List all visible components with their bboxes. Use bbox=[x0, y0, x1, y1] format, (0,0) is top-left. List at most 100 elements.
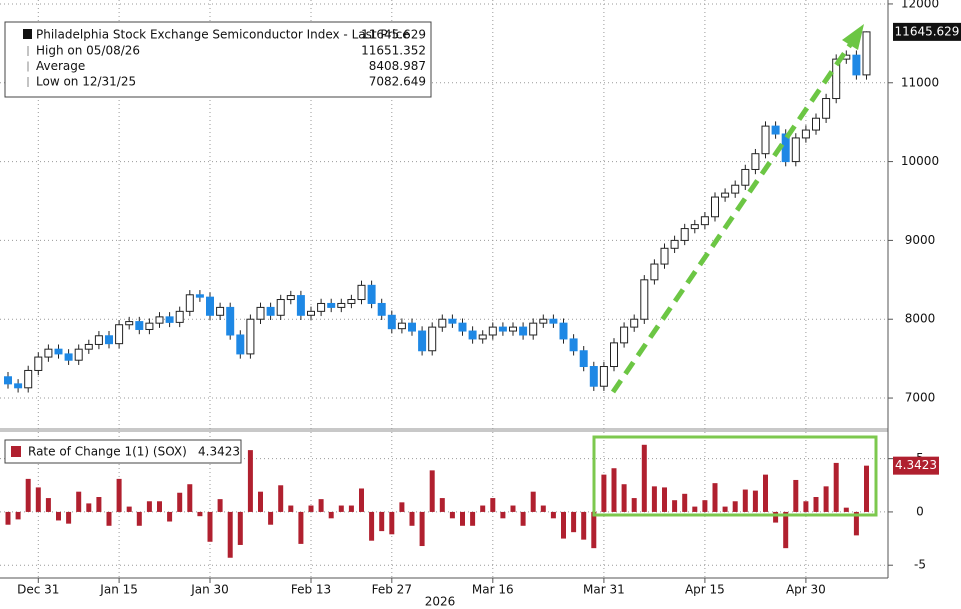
candle-body bbox=[589, 366, 598, 387]
candle-body bbox=[135, 321, 144, 330]
candle-body bbox=[408, 322, 416, 332]
bar bbox=[177, 492, 183, 512]
legend-box bbox=[4, 21, 432, 98]
bar bbox=[409, 511, 415, 526]
bar bbox=[480, 505, 486, 512]
legend-value: 8408.987 bbox=[369, 59, 426, 73]
candle-body bbox=[155, 316, 164, 324]
trend-arrow bbox=[610, 40, 855, 394]
bar bbox=[197, 511, 203, 517]
candle-body bbox=[387, 314, 396, 330]
candle-body bbox=[610, 342, 618, 368]
bar bbox=[308, 505, 314, 512]
candle-body bbox=[509, 326, 517, 332]
bar bbox=[682, 493, 688, 512]
candle-body bbox=[307, 310, 315, 316]
candle-body bbox=[660, 247, 669, 265]
candle-body bbox=[559, 322, 568, 340]
bar bbox=[379, 511, 385, 532]
candle-body bbox=[74, 348, 83, 361]
bar bbox=[247, 450, 253, 512]
candle-body bbox=[529, 322, 538, 336]
y-tick-label: 10000 bbox=[901, 154, 939, 168]
bar bbox=[35, 487, 41, 512]
x-axis-label: 2026 bbox=[425, 595, 456, 609]
panel-separator bbox=[0, 428, 888, 432]
candle-body bbox=[599, 366, 608, 387]
bar bbox=[773, 511, 779, 523]
candle-body bbox=[44, 348, 53, 358]
last-price-label: 11645.629 bbox=[895, 24, 960, 38]
legend-value: 7082.649 bbox=[369, 75, 426, 89]
x-tick-label: Jan 15 bbox=[99, 583, 138, 597]
bar bbox=[45, 498, 51, 512]
bar bbox=[752, 490, 758, 512]
candle-body bbox=[54, 348, 63, 355]
bar bbox=[621, 484, 627, 512]
candle-body bbox=[579, 350, 588, 368]
candle-body bbox=[327, 302, 336, 308]
last-price-box bbox=[893, 22, 961, 41]
x-tick-label: Mar 31 bbox=[583, 583, 625, 597]
bar bbox=[530, 491, 536, 512]
bar bbox=[318, 499, 324, 512]
bar bbox=[470, 511, 476, 526]
candle-body bbox=[721, 192, 730, 198]
bar bbox=[5, 511, 11, 525]
candle-body bbox=[337, 302, 346, 308]
candle-body bbox=[650, 263, 659, 281]
candle-body bbox=[84, 343, 93, 350]
bar bbox=[66, 511, 72, 524]
x-tick-label: Mar 16 bbox=[472, 583, 514, 597]
bar bbox=[581, 511, 587, 540]
x-tick-label: Jan 30 bbox=[190, 583, 229, 597]
candle-body bbox=[458, 322, 467, 332]
bar bbox=[86, 503, 92, 512]
candle-body bbox=[175, 310, 184, 323]
bar bbox=[601, 474, 607, 512]
bar bbox=[833, 462, 839, 512]
bar bbox=[136, 511, 142, 526]
candle-body bbox=[549, 318, 558, 324]
bar bbox=[520, 511, 526, 526]
y-tick-label: 12000 bbox=[901, 0, 939, 10]
bar bbox=[298, 511, 304, 544]
candle-body bbox=[125, 321, 134, 326]
bar bbox=[328, 511, 334, 519]
bar bbox=[490, 498, 496, 512]
bar bbox=[460, 511, 465, 526]
candle-body bbox=[317, 302, 326, 312]
candle-body bbox=[377, 302, 386, 316]
bar bbox=[207, 511, 213, 542]
candle-body bbox=[852, 54, 861, 76]
bar bbox=[692, 506, 698, 512]
candle-body bbox=[680, 228, 689, 241]
legend-value: 11645.629 bbox=[361, 28, 426, 42]
candle-body bbox=[216, 306, 225, 316]
y-tick-label: 7000 bbox=[905, 391, 936, 405]
candle-body bbox=[195, 294, 204, 298]
bar bbox=[843, 507, 849, 512]
candle-body bbox=[700, 216, 709, 226]
candle-body bbox=[468, 330, 477, 340]
legend-swatch bbox=[11, 446, 21, 457]
candle-body bbox=[519, 326, 528, 336]
candle-body bbox=[397, 322, 406, 330]
candle-body bbox=[296, 295, 305, 316]
candle-body bbox=[812, 117, 820, 131]
candle-body bbox=[862, 31, 871, 76]
bar bbox=[25, 478, 31, 512]
candle-body bbox=[448, 318, 457, 324]
candle-body bbox=[630, 318, 639, 328]
legend-value: 11651.352 bbox=[361, 44, 426, 58]
bar bbox=[389, 511, 395, 535]
bar bbox=[449, 511, 455, 519]
legend-label: High on 05/08/26 bbox=[36, 44, 140, 58]
bar bbox=[712, 483, 718, 512]
candle-body bbox=[226, 306, 235, 336]
bar bbox=[157, 501, 162, 512]
highlight-box bbox=[592, 435, 878, 517]
candle-body bbox=[751, 153, 760, 170]
candle-body bbox=[478, 334, 487, 340]
